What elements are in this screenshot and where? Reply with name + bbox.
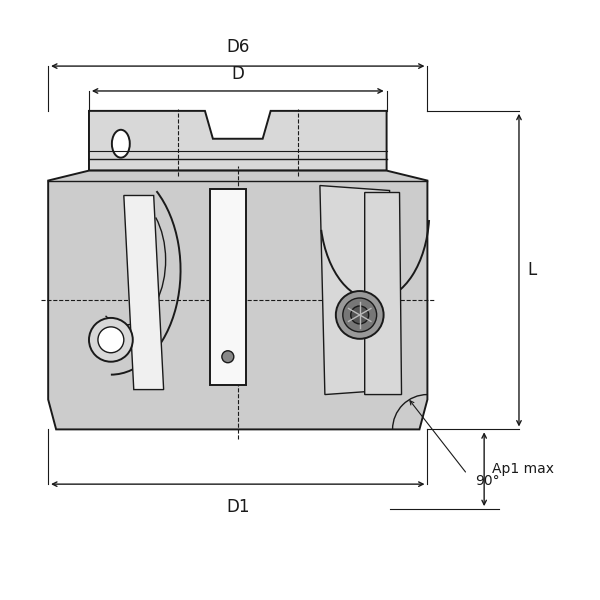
Text: D6: D6 [226,38,250,56]
Polygon shape [89,111,386,170]
Circle shape [222,351,234,363]
Polygon shape [365,193,401,395]
Polygon shape [48,170,427,430]
Polygon shape [320,185,395,395]
Circle shape [343,298,377,332]
Text: D: D [232,65,244,83]
Circle shape [336,291,383,339]
Polygon shape [124,196,164,389]
Text: Ap1 max: Ap1 max [492,462,554,476]
Polygon shape [210,188,246,385]
Circle shape [98,327,124,353]
Text: D1: D1 [226,498,250,516]
Circle shape [351,306,368,324]
Text: L: L [527,261,536,279]
Ellipse shape [112,130,130,158]
Text: 90°: 90° [475,474,500,488]
Circle shape [89,318,133,362]
